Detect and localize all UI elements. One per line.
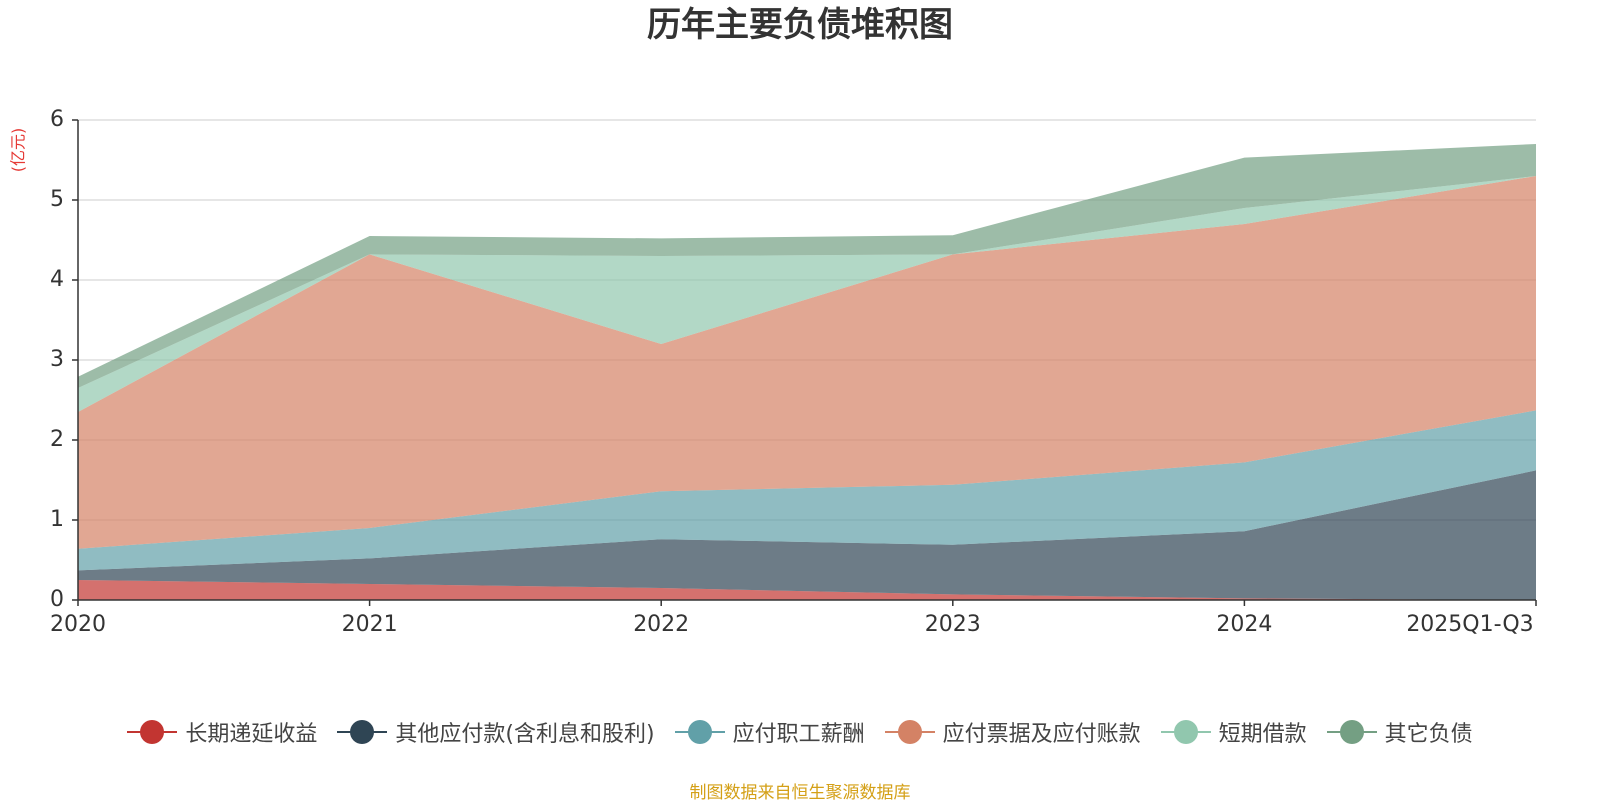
area-series — [78, 410, 1536, 571]
y-tick-label: 0 — [50, 587, 64, 612]
legend-marker-icon — [127, 720, 178, 744]
legend-item[interactable]: 其它负债 — [1326, 716, 1473, 748]
legend-marker-dot — [140, 720, 165, 744]
x-tick-label: 2024 — [1216, 612, 1272, 637]
area-series — [78, 470, 1536, 600]
y-axis-unit: (亿元) — [9, 128, 28, 173]
legend-label: 应付票据及应付账款 — [942, 722, 1141, 747]
legend-item[interactable]: 应付票据及应付账款 — [884, 716, 1141, 748]
legend-marker-icon — [337, 720, 388, 744]
y-tick-label: 6 — [50, 107, 64, 132]
legend-label: 长期递延收益 — [185, 722, 318, 747]
legend-item[interactable]: 应付职工薪酬 — [674, 716, 865, 748]
x-tick-label: 2021 — [342, 612, 398, 637]
legend-marker-icon — [884, 720, 935, 744]
legend-label: 短期借款 — [1218, 722, 1307, 747]
legend-item[interactable]: 长期递延收益 — [127, 716, 317, 748]
legend-marker-dot — [897, 720, 922, 744]
area-series — [78, 144, 1536, 388]
chart-title: 历年主要负债堆积图 — [647, 5, 953, 45]
x-tick-label: 2022 — [633, 612, 689, 637]
legend-marker-dot — [687, 720, 712, 744]
legend-item[interactable]: 短期借款 — [1160, 716, 1307, 748]
y-tick-label: 4 — [50, 267, 64, 292]
y-axis-unit-label: (亿元) — [9, 128, 28, 173]
legend-marker-icon — [1160, 720, 1211, 744]
y-tick-label: 5 — [50, 187, 64, 212]
y-tick-label: 2 — [50, 427, 64, 452]
legend-label: 其他应付款(含利息和股利) — [395, 722, 655, 747]
area-series — [78, 176, 1536, 549]
y-tick-label: 3 — [50, 347, 64, 372]
legend-marker-dot — [1339, 720, 1364, 744]
legend-marker-dot — [1173, 720, 1198, 744]
x-tick-label: 2020 — [50, 612, 106, 637]
legend-marker-icon — [674, 720, 725, 744]
legend-item[interactable]: 其他应付款(含利息和股利) — [337, 716, 655, 748]
legend-label: 应付职工薪酬 — [732, 722, 865, 747]
x-tick-label: 2023 — [925, 612, 981, 637]
x-tick-label: 2025Q1-Q3 — [1406, 612, 1533, 637]
area-series — [78, 176, 1536, 412]
legend: 长期递延收益 其他应付款(含利息和股利) 应付职工薪酬 应付票据及应付账款 短期借款 其它… — [0, 716, 1600, 748]
stacked-area-chart: 0 1 2 3 4 5 6 2020 2021 2022 2023 2024 2025Q1-Q3 — [50, 107, 1537, 637]
legend-marker-dot — [350, 720, 375, 744]
legend-label: 其它负债 — [1384, 722, 1473, 747]
data-source-note: 制图数据来自恒生聚源数据库 — [689, 783, 911, 803]
legend-marker-icon — [1326, 720, 1377, 744]
y-tick-label: 1 — [50, 507, 64, 532]
